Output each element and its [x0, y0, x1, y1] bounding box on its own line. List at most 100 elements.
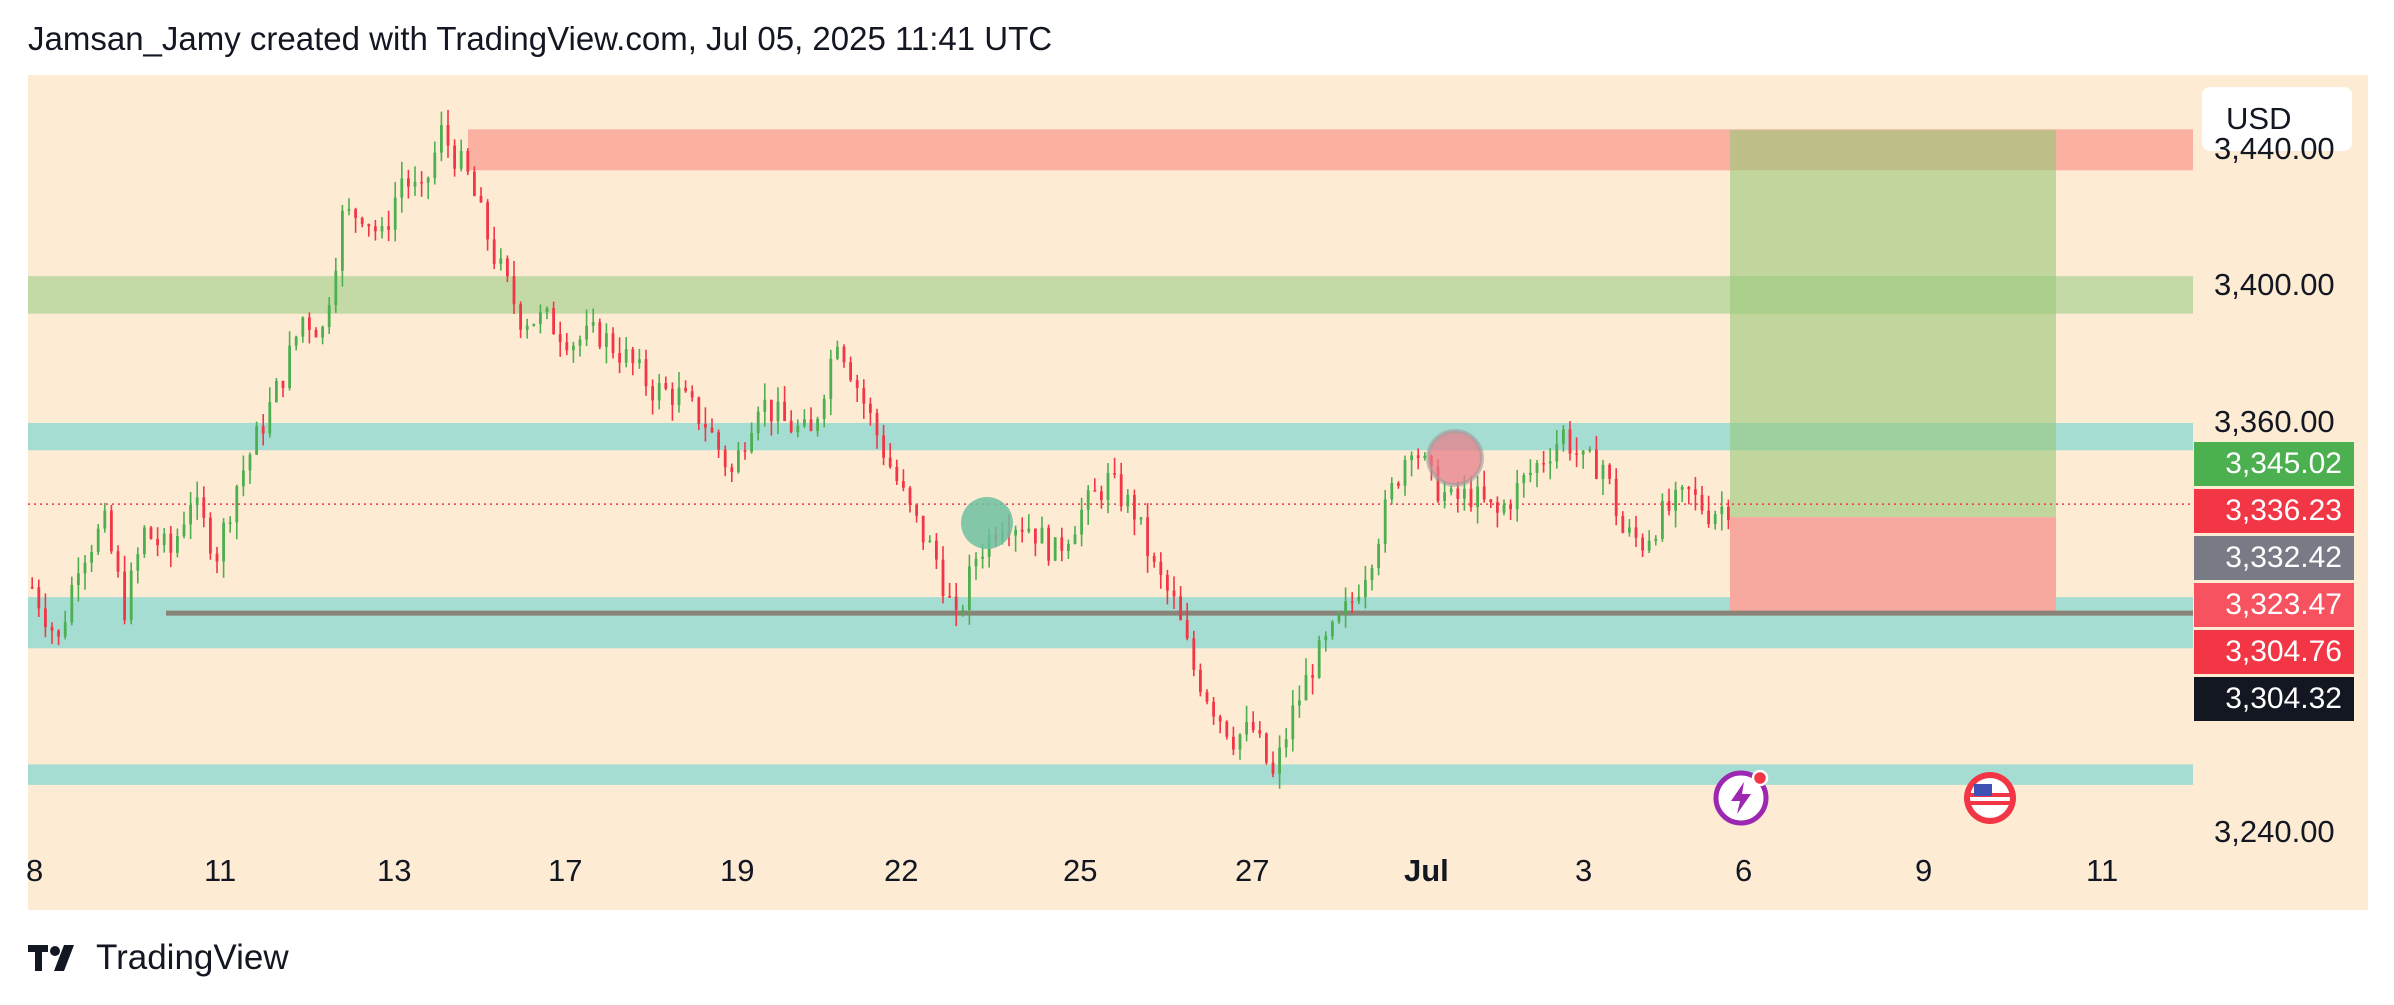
candle-body	[1720, 506, 1724, 515]
candle-body	[624, 349, 628, 363]
candle-body	[327, 305, 331, 327]
candle-body	[400, 178, 404, 198]
candle-body	[888, 457, 892, 467]
candle-body	[1139, 517, 1143, 520]
candle-body	[908, 487, 912, 505]
candle-body	[1324, 636, 1328, 641]
candle-body	[572, 345, 575, 351]
candle-body	[301, 317, 305, 337]
candle-body	[1595, 449, 1598, 479]
candle-body	[1113, 473, 1116, 475]
candle-body	[1647, 540, 1651, 551]
candle-body	[1258, 730, 1262, 734]
candle-body	[189, 505, 192, 525]
candle-body	[446, 125, 450, 146]
x-tick-label: 8	[26, 853, 44, 888]
candle-body	[519, 304, 522, 330]
candle-body	[743, 450, 747, 452]
candle-body	[1707, 510, 1710, 524]
candle-body	[182, 524, 186, 537]
price-chart[interactable]	[28, 75, 2368, 910]
candle-body	[1713, 514, 1717, 524]
candle-body	[268, 402, 272, 434]
candle-body	[902, 481, 905, 488]
candle-body	[552, 308, 555, 335]
candle-body	[1628, 527, 1631, 533]
candle-body	[1212, 701, 1215, 717]
candle-body	[162, 533, 166, 546]
candle-body	[57, 630, 60, 637]
candle-body	[248, 454, 252, 471]
candle-body	[539, 312, 542, 325]
candle-body	[789, 420, 793, 433]
candle-body	[875, 413, 879, 436]
candle-body	[195, 497, 199, 506]
x-tick-label: 25	[1063, 853, 1098, 888]
x-tick-label: 19	[720, 853, 755, 888]
candle-body	[1047, 527, 1050, 561]
candle-body	[1476, 486, 1479, 508]
candle-body	[1317, 640, 1321, 678]
candle-body	[136, 554, 140, 571]
candle-body	[1271, 762, 1275, 774]
candle-body	[209, 517, 212, 554]
candle-body	[374, 226, 377, 232]
candle-body	[367, 224, 371, 227]
candle-body	[842, 346, 846, 363]
candle-body	[1496, 502, 1499, 513]
candle-body	[1694, 489, 1697, 495]
lightning-event-icon[interactable]	[1713, 769, 1769, 826]
candle-body	[565, 342, 569, 351]
candle-body	[723, 449, 727, 468]
candle-body	[1133, 494, 1136, 520]
candle-body	[37, 587, 41, 609]
candle-body	[1205, 692, 1209, 702]
candle-body	[1126, 494, 1130, 507]
candle-body	[1080, 509, 1083, 535]
price-tag: 3,332.42	[2194, 536, 2354, 580]
candle-body	[783, 401, 786, 421]
candle-body	[1601, 464, 1605, 479]
candle-body	[1667, 500, 1671, 511]
candle-body	[1086, 490, 1090, 510]
candle-body	[110, 510, 113, 552]
marker-circle-red	[1428, 431, 1482, 485]
candle-body	[1364, 579, 1367, 598]
candle-body	[1443, 492, 1446, 502]
candle-body	[1588, 449, 1592, 451]
marker-circle-outline	[1426, 429, 1484, 487]
candle-body	[1179, 596, 1182, 620]
candle-body	[1403, 460, 1407, 486]
chart-area[interactable]	[28, 75, 2368, 910]
candle-body	[671, 388, 674, 405]
candle-body	[1416, 455, 1420, 459]
candle-body	[644, 359, 648, 387]
candle-body	[855, 380, 859, 389]
footer: TradingView	[28, 938, 289, 978]
candle-body	[1515, 483, 1519, 510]
candle-body	[1469, 488, 1473, 508]
x-tick-label: 17	[548, 853, 583, 888]
candle-body	[486, 202, 489, 240]
candle-body	[222, 522, 225, 562]
candle-body	[123, 571, 126, 621]
long-position-target-zone	[1730, 129, 2056, 518]
price-tag: 3,323.47	[2194, 583, 2354, 627]
candle-body	[710, 427, 714, 433]
candle-body	[1337, 614, 1341, 622]
candle-body	[1370, 567, 1374, 580]
candle-body	[1225, 721, 1229, 737]
candle-body	[1159, 561, 1163, 575]
currency-button[interactable]: USD	[2202, 87, 2352, 151]
candle-body	[453, 145, 456, 169]
candle-body	[578, 339, 582, 346]
candle-body	[1436, 466, 1440, 502]
us-flag-event-icon[interactable]	[1962, 770, 2018, 826]
candle-body	[50, 627, 54, 631]
candle-body	[77, 573, 80, 585]
candle-body	[380, 226, 384, 232]
price-tag: 3,304.32	[2194, 677, 2354, 721]
candle-body	[1311, 674, 1314, 678]
candle-body	[1727, 506, 1730, 521]
candle-body	[862, 388, 866, 404]
